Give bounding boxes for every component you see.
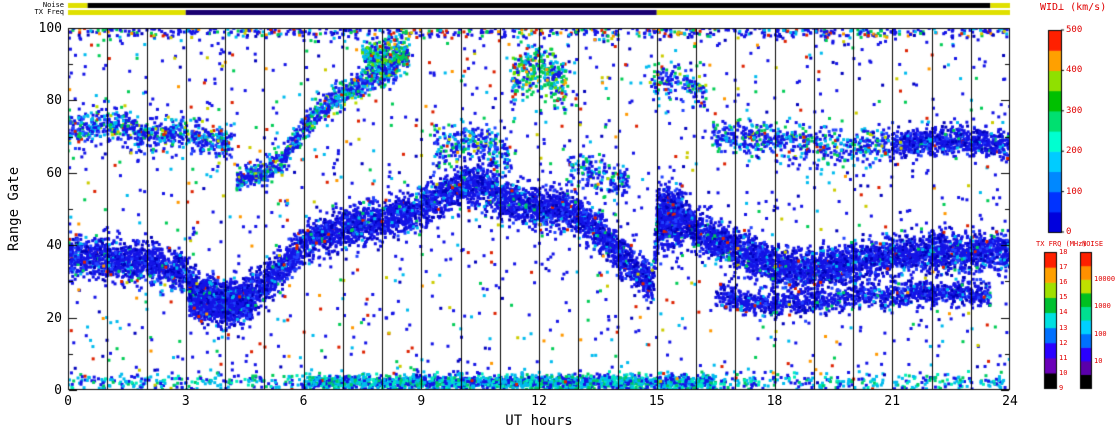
txfrq-tick-label: 16	[1059, 278, 1068, 287]
y-tick-label: 60	[46, 165, 62, 181]
y-tick-label: 0	[54, 383, 62, 398]
x-tick-label: 3	[181, 394, 190, 409]
txfrq-tick-label: 18	[1059, 248, 1068, 256]
txfreq-strip-label: TX Freq	[34, 8, 64, 16]
x-tick-label: 24	[1002, 394, 1018, 409]
y-tick-label: 80	[46, 93, 62, 109]
x-tick-label: 12	[531, 394, 547, 409]
wid-colorbar-title: WID⊥ (km/s)	[1040, 2, 1107, 13]
x-axis-label: UT hours	[505, 413, 573, 429]
y-tick-label: 100	[38, 21, 62, 36]
noise-colorbar-title: NOISE	[1082, 240, 1104, 248]
noise-tick-label: 1000	[1094, 302, 1111, 311]
wid-tick-label: 300	[1066, 105, 1083, 116]
x-tick-label: 18	[766, 394, 783, 409]
y-tick-label: 40	[46, 238, 62, 254]
x-tick-label: 21	[884, 394, 901, 409]
txfrq-tick-label: 10	[1059, 368, 1068, 377]
y-axis-label: Range Gate	[6, 166, 22, 252]
wid-tick-label: 200	[1066, 146, 1083, 157]
txfrq-tick-label: 15	[1059, 293, 1068, 302]
x-tick-label: 0	[64, 394, 72, 409]
noise-tick-label: 100	[1094, 329, 1107, 338]
txfrq-tick-label: 12	[1059, 338, 1068, 347]
noise-tick-label: 10000	[1094, 275, 1116, 284]
y-tick-label: 20	[46, 310, 62, 326]
txfrq-tick-label: 11	[1059, 353, 1068, 362]
x-tick-label: 15	[648, 394, 665, 409]
txfrq-colorbar-title: TX FRQ (MHz)	[1036, 240, 1087, 248]
wid-tick-label: 500	[1066, 25, 1083, 35]
wid-tick-label: 0	[1066, 227, 1072, 237]
x-tick-label: 9	[417, 394, 426, 409]
txfrq-tick-label: 13	[1059, 323, 1068, 332]
wid-tick-label: 100	[1066, 186, 1083, 197]
txfrq-tick-label: 14	[1059, 308, 1068, 317]
noise-tick-label: 10	[1094, 356, 1103, 365]
noise-strip-label: Noise	[42, 1, 64, 9]
txfrq-tick-label: 17	[1059, 263, 1068, 272]
txfrq-tick-label: 9	[1059, 384, 1064, 392]
wid-tick-label: 400	[1066, 65, 1083, 76]
x-tick-label: 6	[299, 394, 308, 409]
